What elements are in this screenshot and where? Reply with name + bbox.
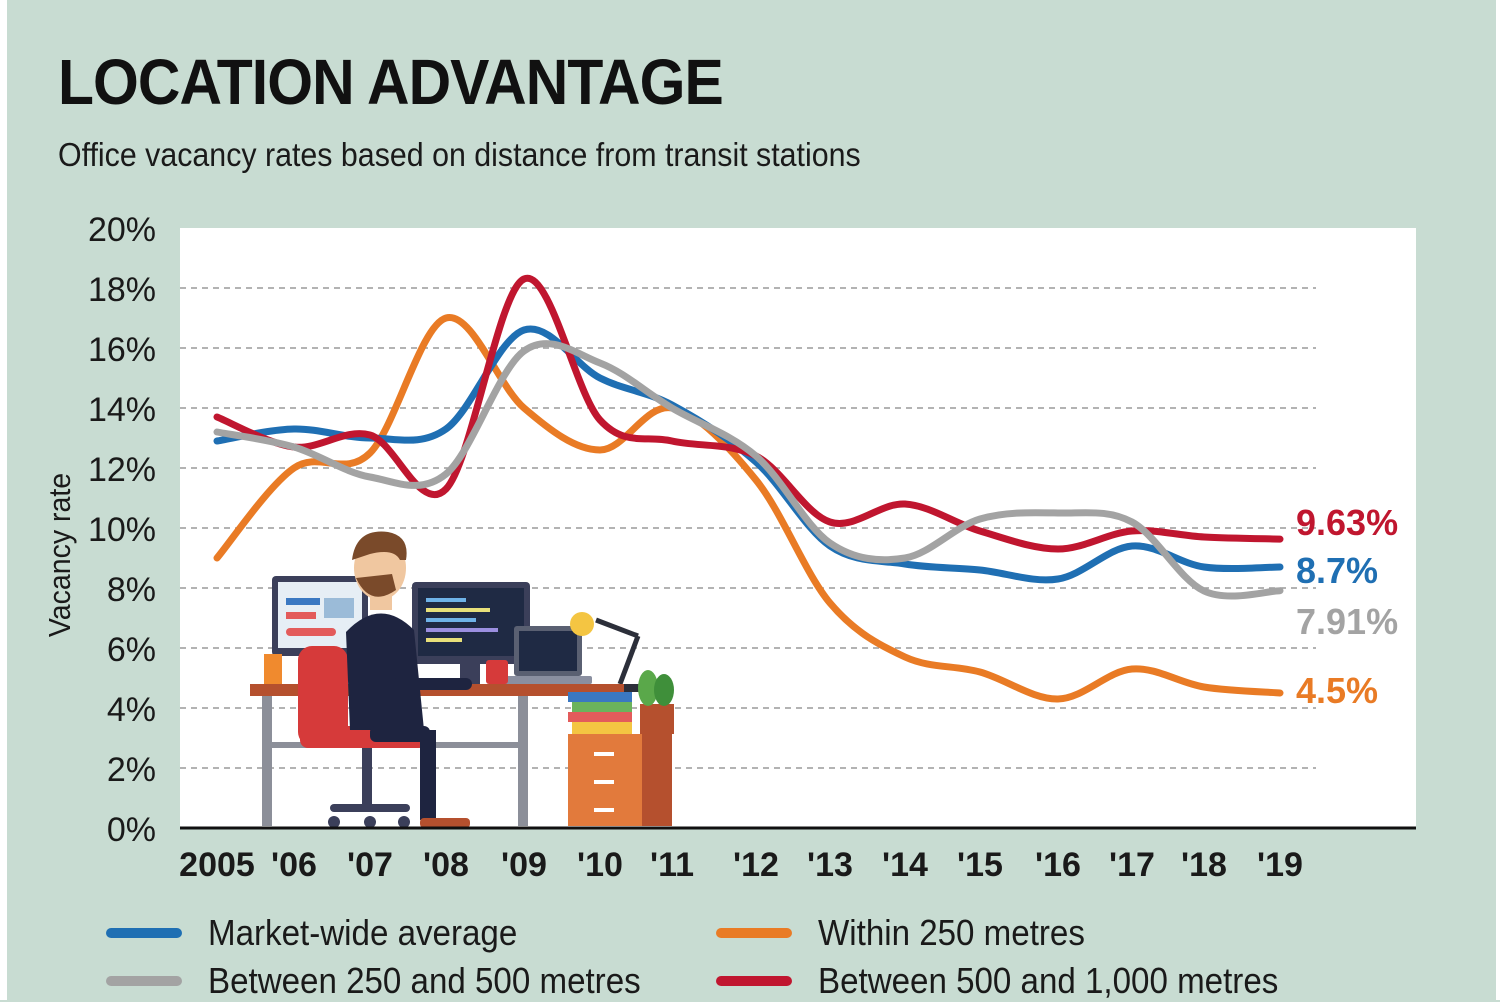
- x-tick-label: '10: [577, 846, 623, 884]
- x-tick-label: '15: [957, 846, 1003, 884]
- y-axis-label: Vacancy rate: [43, 473, 77, 637]
- x-axis-ticks: 2005 '06 '07 '08 '09 '10 '11 '12 '13 '14 '15 '16 '17…: [179, 846, 1303, 884]
- x-tick-label: '14: [882, 846, 928, 884]
- x-tick-label: '18: [1181, 846, 1227, 884]
- office-worker-illustration: [250, 531, 674, 828]
- y-tick-label: 8%: [107, 571, 156, 609]
- x-tick-label: '07: [347, 846, 393, 884]
- y-tick-label: 20%: [88, 211, 156, 249]
- end-value-label: 9.63%: [1296, 502, 1398, 543]
- legend-item: Between 250 and 500 metres: [106, 960, 678, 1002]
- series-line: [213, 275, 1284, 553]
- chart-subtitle: Office vacancy rates based on distance f…: [58, 136, 861, 173]
- x-tick-label: '08: [423, 846, 469, 884]
- frame-right: [1496, 0, 1500, 1000]
- y-tick-label: 16%: [88, 331, 156, 369]
- series-line: [213, 340, 1284, 600]
- end-value-label: 8.7%: [1296, 550, 1378, 591]
- x-tick-label: '06: [271, 846, 317, 884]
- chart-title: LOCATION ADVANTAGE: [58, 46, 724, 118]
- end-value-labels: 8.7% 4.5% 7.91% 9.63%: [1296, 502, 1398, 711]
- legend-swatch: [716, 976, 792, 986]
- y-tick-label: 4%: [107, 691, 156, 729]
- frame-left: [0, 0, 7, 1000]
- x-tick-label: '17: [1109, 846, 1155, 884]
- legend-swatch: [106, 976, 182, 986]
- legend-swatch: [716, 928, 792, 938]
- legend-label: Between 500 and 1,000 metres: [818, 960, 1279, 1001]
- end-value-label: 7.91%: [1296, 601, 1398, 642]
- y-tick-label: 18%: [88, 271, 156, 309]
- legend-item: Within 250 metres: [716, 912, 1108, 954]
- x-tick-label: '12: [733, 846, 779, 884]
- y-tick-label: 14%: [88, 391, 156, 429]
- x-tick-label: '19: [1257, 846, 1303, 884]
- legend-item: Between 500 and 1,000 metres: [716, 960, 1318, 1002]
- end-value-label: 4.5%: [1296, 670, 1378, 711]
- x-tick-label: '09: [501, 846, 547, 884]
- y-tick-label: 6%: [107, 631, 156, 669]
- x-tick-label: '11: [650, 846, 694, 884]
- y-tick-label: 10%: [88, 511, 156, 549]
- legend-swatch: [106, 928, 182, 938]
- y-tick-label: 12%: [88, 451, 156, 489]
- legend-label: Between 250 and 500 metres: [208, 960, 641, 1001]
- x-tick-label: 2005: [179, 846, 255, 884]
- series-lines: [213, 275, 1284, 703]
- legend-item: Market-wide average: [106, 912, 544, 954]
- legend-label: Market-wide average: [208, 912, 518, 953]
- y-tick-label: 2%: [107, 751, 156, 789]
- y-axis-ticks: 0% 2% 4% 6% 8% 10% 12% 14% 16% 18% 20%: [88, 211, 156, 849]
- x-tick-label: '16: [1035, 846, 1081, 884]
- legend-label: Within 250 metres: [818, 912, 1085, 953]
- y-tick-label: 0%: [107, 811, 156, 849]
- x-tick-label: '13: [807, 846, 853, 884]
